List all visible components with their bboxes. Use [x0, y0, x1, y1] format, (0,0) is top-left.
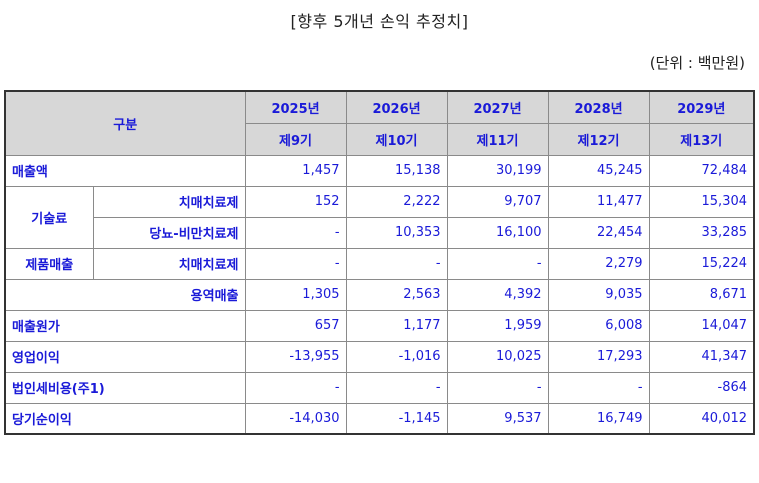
- cell-value: 152: [244, 185, 347, 218]
- cell-value: 9,537: [446, 402, 549, 435]
- table-row-operating-income: 영업이익 -13,955 -1,016 10,025 17,293 41,347: [4, 340, 755, 373]
- row-label: 매출액: [4, 154, 246, 187]
- cell-value: 1,305: [244, 278, 347, 311]
- cell-value: 9,707: [446, 185, 549, 218]
- header-row-years: 구분 2025년 2026년 2027년 2028년 2029년: [4, 90, 755, 156]
- cell-value: -: [244, 371, 347, 404]
- header-row-periods: 제9기 제10기 제11기 제12기 제13기: [5, 122, 755, 156]
- cell-value: 40,012: [648, 402, 755, 435]
- cell-value: -1,145: [345, 402, 448, 435]
- row-label: 매출원가: [4, 309, 246, 342]
- header-period: 제11기: [446, 122, 549, 156]
- cell-value: 17,293: [547, 340, 650, 373]
- cell-value: 8,671: [648, 278, 755, 311]
- header-period: 제9기: [244, 122, 347, 156]
- cell-value: 9,035: [547, 278, 650, 311]
- cell-value: 72,484: [648, 154, 755, 187]
- cell-value: 33,285: [648, 216, 755, 249]
- header-period: 제12기: [547, 122, 650, 156]
- cell-value: 4,392: [446, 278, 549, 311]
- table-row-revenue: 매출액 1,457 15,138 30,199 45,245 72,484: [4, 154, 755, 187]
- cell-value: -: [345, 371, 448, 404]
- cell-value: 2,279: [547, 247, 650, 280]
- header-period: 제10기: [345, 122, 448, 156]
- cell-value: -: [244, 216, 347, 249]
- header-year: 2028년: [547, 90, 650, 124]
- header-period: 제13기: [648, 122, 755, 156]
- cell-value: 2,563: [345, 278, 448, 311]
- cell-value: 41,347: [648, 340, 755, 373]
- row-sublabel: 치매치료제: [92, 185, 246, 218]
- table-row-corp-tax: 법인세비용(주1) - - - - -864: [4, 371, 755, 404]
- cell-value: 15,224: [648, 247, 755, 280]
- table-row-tech-fee-diabetes: 당뇨-비만치료제 - 10,353 16,100 22,454 33,285: [5, 216, 755, 249]
- header-year: 2025년: [244, 90, 347, 124]
- cell-value: 30,199: [446, 154, 549, 187]
- table-row-cogs: 매출원가 657 1,177 1,959 6,008 14,047: [4, 309, 755, 342]
- cell-value: 11,477: [547, 185, 650, 218]
- cell-value: 657: [244, 309, 347, 342]
- row-group-label: 기술료: [4, 185, 94, 249]
- row-group-label: 제품매출: [4, 247, 94, 280]
- table-row-tech-fee-dementia: 기술료 치매치료제 152 2,222 9,707 11,477 15,304: [4, 185, 755, 249]
- cell-value: -1,016: [345, 340, 448, 373]
- cell-value: -864: [648, 371, 755, 404]
- table-row-net-income: 당기순이익 -14,030 -1,145 9,537 16,749 40,012: [4, 402, 755, 435]
- cell-value: -: [345, 247, 448, 280]
- cell-value: 1,959: [446, 309, 549, 342]
- header-year: 2027년: [446, 90, 549, 124]
- cell-value: 16,100: [446, 216, 549, 249]
- cell-value: -: [547, 371, 650, 404]
- cell-value: -14,030: [244, 402, 347, 435]
- header-group-cell: 구분: [4, 90, 246, 156]
- header-year: 2026년: [345, 90, 448, 124]
- cell-value: -: [446, 247, 549, 280]
- row-label: 영업이익: [4, 340, 246, 373]
- cell-value: -: [446, 371, 549, 404]
- cell-value: 16,749: [547, 402, 650, 435]
- row-label: 법인세비용(주1): [4, 371, 246, 404]
- cell-value: 1,177: [345, 309, 448, 342]
- cell-value: 15,138: [345, 154, 448, 187]
- cell-value: 10,353: [345, 216, 448, 249]
- row-label: 용역매출: [4, 278, 246, 311]
- row-sublabel: 당뇨-비만치료제: [92, 216, 246, 249]
- cell-value: 22,454: [547, 216, 650, 249]
- table-row-service-sales: 용역매출 1,305 2,563 4,392 9,035 8,671: [4, 278, 755, 311]
- cell-value: 45,245: [547, 154, 650, 187]
- cell-value: -13,955: [244, 340, 347, 373]
- table-title: [향후 5개년 손익 추정치]: [290, 12, 469, 31]
- row-sublabel: 치매치료제: [92, 247, 246, 280]
- unit-label: (단위 : 백만원): [649, 54, 745, 72]
- cell-value: 1,457: [244, 154, 347, 187]
- income-forecast-table: 구분 2025년 2026년 2027년 2028년 2029년 제9기 제10…: [4, 90, 756, 435]
- table-row-product-sales: 제품매출 치매치료제 - - - 2,279 15,224: [4, 247, 755, 280]
- cell-value: 6,008: [547, 309, 650, 342]
- header-year: 2029년: [648, 90, 755, 124]
- cell-value: 14,047: [648, 309, 755, 342]
- cell-value: 15,304: [648, 185, 755, 218]
- cell-value: 10,025: [446, 340, 549, 373]
- cell-value: -: [244, 247, 347, 280]
- cell-value: 2,222: [345, 185, 448, 218]
- row-label: 당기순이익: [4, 402, 246, 435]
